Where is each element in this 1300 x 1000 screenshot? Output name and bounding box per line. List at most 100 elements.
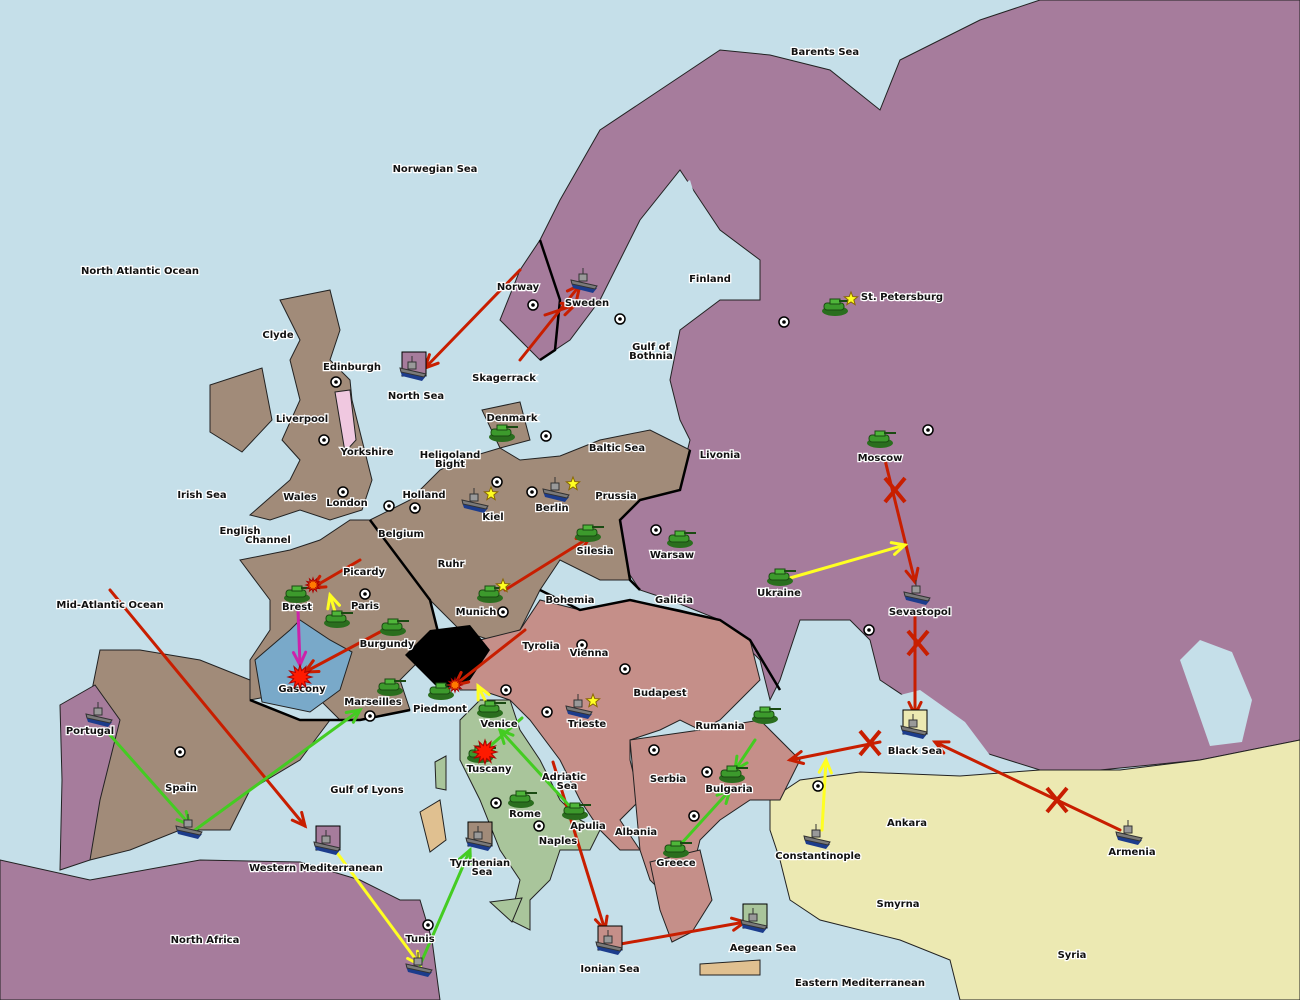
north-africa-territory[interactable]: [0, 859, 441, 1000]
arrowhead-icon: [559, 301, 579, 317]
arrowhead-icon: [326, 591, 341, 611]
label-western-mediterranean: Western Mediterranean: [249, 863, 383, 874]
label-yorkshire: Yorkshire: [340, 447, 394, 458]
fleet-unit[interactable]: [740, 903, 768, 933]
label-irish-sea: Irish Sea: [177, 490, 226, 501]
label-berlin: Berlin: [535, 503, 568, 514]
label-rome: Rome: [509, 809, 541, 820]
label-tyrrhenian-sea: Tyrrhenian: [450, 858, 510, 869]
order-move-arrow: [310, 558, 362, 590]
army-unit[interactable]: [575, 524, 604, 542]
label-picardy: Picardy: [343, 567, 386, 578]
army-unit[interactable]: [663, 840, 692, 858]
army-unit[interactable]: [767, 568, 796, 586]
order-move-arrow: [613, 920, 747, 947]
army-unit[interactable]: [477, 585, 506, 603]
arrowhead-icon: [786, 750, 806, 765]
army-unit[interactable]: [752, 706, 781, 724]
fleet-unit[interactable]: [803, 824, 831, 849]
sicily: [488, 897, 523, 923]
fleet-unit[interactable]: [900, 709, 928, 739]
star-icon: [585, 692, 601, 708]
order-hold-support-arrow: [820, 758, 828, 832]
fleet-unit[interactable]: [313, 825, 341, 855]
army-unit[interactable]: [284, 585, 313, 603]
army-unit[interactable]: [489, 424, 518, 442]
fleet-unit[interactable]: [1115, 820, 1143, 845]
caspian-sea: [1180, 640, 1252, 746]
fleet-unit[interactable]: [542, 477, 570, 502]
army-unit[interactable]: [380, 618, 409, 636]
label-venice: Venice: [480, 719, 517, 730]
gascony-territory[interactable]: [254, 619, 353, 713]
army-unit[interactable]: [719, 765, 748, 783]
black-sea-area[interactable]: [790, 690, 995, 776]
label-albania: Albania: [615, 827, 657, 838]
order-support-arrow: [418, 848, 472, 967]
label-wales: Wales: [283, 492, 317, 503]
label-livonia: Livonia: [700, 450, 740, 461]
label-brest: Brest: [282, 602, 312, 613]
army-unit[interactable]: [477, 700, 506, 718]
explosion-icon: [286, 663, 314, 691]
army-unit[interactable]: [667, 530, 696, 548]
portugal-territory[interactable]: [59, 684, 121, 871]
army-unit[interactable]: [324, 610, 353, 628]
fleet-unit[interactable]: [85, 702, 113, 727]
order-move-arrow: [503, 535, 592, 592]
label-north-africa: North Africa: [171, 935, 240, 946]
order-move-arrow: [551, 760, 607, 932]
label-tunis: Tunis: [405, 934, 434, 945]
label-baltic-sea: Baltic Sea: [589, 443, 645, 454]
army-unit[interactable]: [508, 790, 537, 808]
fleet-unit[interactable]: [903, 580, 931, 605]
label-liverpool: Liverpool: [276, 414, 328, 425]
ireland-territory[interactable]: [209, 367, 273, 453]
fleet-unit[interactable]: [175, 814, 203, 839]
army-unit[interactable]: [562, 802, 591, 820]
label-galicia: Galicia: [655, 595, 693, 606]
sardinia: [419, 799, 447, 853]
fleet-unit[interactable]: [399, 351, 427, 381]
gulf-of-bothnia[interactable]: [615, 180, 705, 380]
label-adriatic-sea2: Sea: [557, 781, 578, 792]
army-unit[interactable]: [867, 430, 896, 448]
britain-territory[interactable]: [248, 289, 373, 521]
yorkshire-territory[interactable]: [334, 389, 357, 454]
explosion-icon: [471, 738, 499, 766]
label-tuscany: Tuscany: [466, 764, 512, 775]
corsica: [434, 755, 447, 791]
order-move-arrow: [788, 740, 882, 762]
label-tyrolia: Tyrolia: [522, 641, 560, 652]
fleet-unit[interactable]: [595, 925, 623, 955]
label-gascony: Gascony: [278, 684, 326, 695]
army-unit[interactable]: [428, 682, 457, 700]
label-bohemia: Bohemia: [546, 595, 595, 606]
army-unit[interactable]: [377, 678, 406, 696]
label-english-channel2: Channel: [245, 535, 291, 546]
fleet-unit[interactable]: [405, 952, 433, 977]
arrowhead-icon: [817, 756, 833, 775]
label-belgium: Belgium: [378, 529, 424, 540]
label-skagerrack: Skagerrack: [472, 373, 536, 384]
label-tyrrhenian-sea2: Sea: [472, 867, 493, 878]
label-spain: Spain: [165, 783, 197, 794]
order-support-arrow: [193, 708, 362, 832]
fleet-unit[interactable]: [465, 821, 493, 851]
fleet-unit[interactable]: [461, 488, 489, 513]
label-silesia: Silesia: [577, 546, 614, 557]
fleet-unit[interactable]: [565, 694, 593, 719]
label-holland: Holland: [402, 490, 445, 501]
star-icon: [495, 577, 511, 593]
label-kiel: Kiel: [482, 512, 503, 523]
army-unit[interactable]: [822, 298, 851, 316]
russia-territory[interactable]: [499, 0, 1300, 771]
label-eastern-mediterranean: Eastern Mediterranean: [795, 978, 925, 989]
fleet-unit[interactable]: [570, 268, 598, 293]
label-burgundy: Burgundy: [360, 639, 415, 650]
failed-order-x-icon: [906, 629, 930, 657]
turkey-territory[interactable]: [769, 739, 1300, 1000]
national-border: [618, 449, 692, 591]
order-move-arrow: [108, 588, 307, 828]
